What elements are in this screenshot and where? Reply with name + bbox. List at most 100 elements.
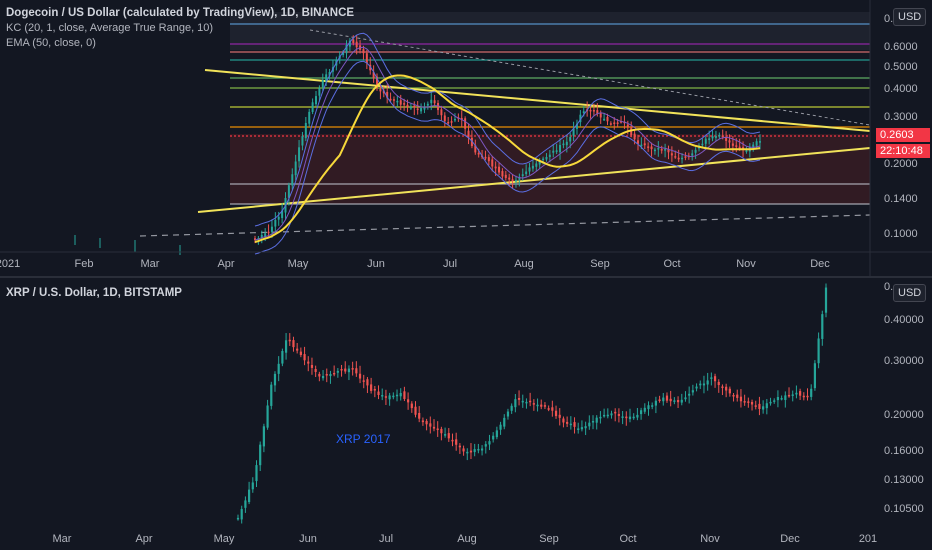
xrp-candle-body <box>236 517 240 520</box>
xrp-candle-body <box>270 384 273 406</box>
xrp-candle-body <box>725 386 728 391</box>
support-zone <box>230 134 870 204</box>
dogecoin-chart-pane[interactable]: 0. 0.6000 0.5000 0.4000 0.3000 0.2000 0.1400 0.… <box>0 0 932 276</box>
time-tick-label-xrp: Aug <box>457 533 477 545</box>
doge-candle-body <box>328 72 331 76</box>
doge-candle-body <box>426 103 429 106</box>
xrp-candle-body <box>255 465 258 482</box>
doge-candle-body <box>277 216 280 220</box>
xrp-candle-body <box>321 376 325 379</box>
pane-divider[interactable] <box>0 276 932 278</box>
xrp-candle-body <box>292 340 295 348</box>
xrp-candle-body <box>333 372 336 375</box>
doge-candle-body <box>470 137 473 147</box>
doge-candle-body <box>714 136 717 138</box>
xrp-candle-body <box>370 384 373 391</box>
currency-button[interactable]: USD <box>893 8 927 26</box>
dogecoin-symbol-title[interactable]: Dogecoin / US Dollar (calculated by Trad… <box>6 7 355 19</box>
xrp-candle-body <box>643 407 646 412</box>
xrp-candle-body <box>351 368 354 370</box>
ema-indicator-label[interactable]: EMA (50, close, 0) <box>6 37 96 49</box>
xrp-candle-body <box>314 369 317 372</box>
doge-candle-body <box>701 143 704 146</box>
xrp-candle-body <box>469 450 473 453</box>
xrp-candle-body <box>699 383 702 386</box>
doge-candle-body <box>270 226 273 232</box>
doge-candle-body <box>518 177 521 180</box>
price-tick-label: 0. <box>884 13 893 25</box>
xrp-candle-body <box>525 401 528 404</box>
xrp-chart-canvas[interactable]: 0. 0.40000 0.30000 0.20000 0.16000 0.13000 0.1… <box>0 278 932 550</box>
kc-middle-band <box>254 46 761 241</box>
doge-candle-body <box>521 174 524 177</box>
xrp-candle-body <box>784 395 787 400</box>
doge-candle-body <box>440 109 443 116</box>
doge-candle-body <box>609 123 612 125</box>
price-tick-label: 0.4000 <box>884 83 918 95</box>
xrp-candle-body <box>529 400 532 403</box>
xrp-candle-body <box>392 395 395 398</box>
xrp-candle-body <box>595 417 598 423</box>
xrp-candle-body <box>713 376 717 382</box>
xrp-candle-body <box>680 399 683 403</box>
doge-candle-body <box>355 41 358 48</box>
xrp-candle-body <box>817 338 820 364</box>
doge-candle-body <box>674 156 677 158</box>
doge-candle-body <box>420 108 423 112</box>
xrp-candle-body <box>399 392 402 397</box>
doge-candle-body <box>365 53 368 64</box>
doge-candle-body <box>636 140 639 144</box>
doge-candle-body <box>287 185 290 198</box>
time-tick-label-xrp: Sep <box>539 533 559 545</box>
xrp-candle-body <box>377 391 380 396</box>
doge-candle-body <box>721 135 724 137</box>
xrp-candle-body <box>543 405 547 407</box>
time-tick-label: Dec <box>810 258 830 270</box>
doge-candle-body <box>389 98 392 101</box>
doge-candle-body <box>670 153 673 156</box>
time-tick-label-xrp: Jun <box>299 533 317 545</box>
xrp-candle-body <box>769 401 772 404</box>
doge-candle-body <box>569 137 572 142</box>
price-tick-label-xrp: 0.13000 <box>884 474 924 486</box>
xrp-legend: XRP / U.S. Dollar, 1D, BITSTAMP <box>6 286 182 301</box>
doge-candle-body <box>294 161 297 176</box>
xrp-candle-body <box>780 398 783 400</box>
xrp-candle-body <box>799 391 802 396</box>
xrp-symbol-title[interactable]: XRP / U.S. Dollar, 1D, BITSTAMP <box>6 287 182 299</box>
currency-button-xrp[interactable]: USD <box>893 284 927 302</box>
doge-candle-body <box>433 100 436 104</box>
xrp-2017-annotation[interactable]: XRP 2017 <box>336 432 391 446</box>
kc-indicator-label[interactable]: KC (20, 1, close, Average True Range, 10… <box>6 22 214 34</box>
xrp-candle-body <box>473 449 476 453</box>
time-tick-label: Jul <box>443 258 457 270</box>
doge-candle-body <box>640 144 643 147</box>
doge-candle-body <box>752 144 755 149</box>
xrp-candle-body <box>588 422 591 427</box>
time-tick-label: 2021 <box>0 258 20 270</box>
doge-candle-body <box>647 146 650 148</box>
xrp-candle-body <box>414 406 417 415</box>
doge-candle-body <box>759 141 761 143</box>
xrp-candle-body <box>728 388 731 394</box>
xrp-candle-body <box>813 363 817 389</box>
xrp-candle-body <box>540 404 543 407</box>
xrp-candle-body <box>488 441 491 445</box>
dogecoin-chart-canvas[interactable]: 0. 0.6000 0.5000 0.4000 0.3000 0.2000 0.1400 0.… <box>0 0 932 276</box>
xrp-candle-body <box>506 411 510 417</box>
doge-candle-body <box>575 123 578 129</box>
time-tick-label-xrp: Dec <box>780 533 800 545</box>
doge-candle-body <box>643 143 646 146</box>
xrp-candle-body <box>325 374 328 376</box>
xrp-candle-body <box>702 383 706 386</box>
xrp-candle-body <box>244 500 247 508</box>
xrp-candle-body <box>262 426 265 447</box>
xrp-candle-body <box>662 397 665 402</box>
xrp-candle-body <box>621 416 624 418</box>
xrp-candle-body <box>480 448 484 451</box>
doge-candle-body <box>274 219 277 227</box>
xrp-chart-pane[interactable]: 0. 0.40000 0.30000 0.20000 0.16000 0.13000 0.1… <box>0 278 932 550</box>
xrp-candle-body <box>484 444 487 447</box>
doge-candle-body <box>572 128 575 136</box>
xrp-candle-body <box>658 399 661 401</box>
